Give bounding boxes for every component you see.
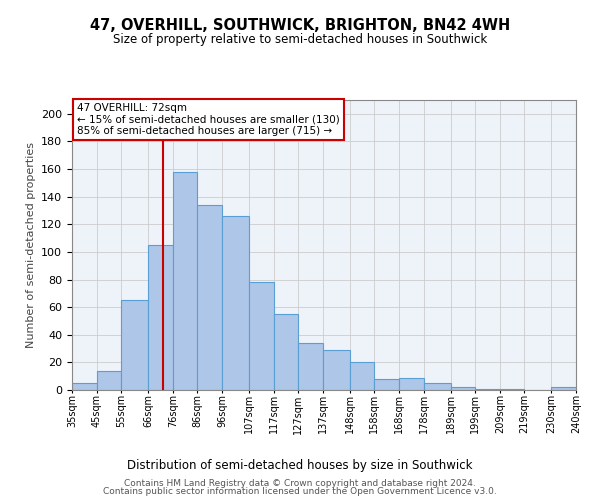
Bar [374,379,399,390]
Bar [298,343,323,390]
Bar [399,378,424,390]
Text: Distribution of semi-detached houses by size in Southwick: Distribution of semi-detached houses by … [127,460,473,472]
Bar [173,172,197,390]
Bar [72,383,97,390]
Y-axis label: Number of semi-detached properties: Number of semi-detached properties [26,142,35,348]
Text: Contains HM Land Registry data © Crown copyright and database right 2024.: Contains HM Land Registry data © Crown c… [124,478,476,488]
Bar [148,245,173,390]
Bar [274,314,298,390]
Bar [197,205,222,390]
Bar [323,350,350,390]
Text: 47 OVERHILL: 72sqm
← 15% of semi-detached houses are smaller (130)
85% of semi-d: 47 OVERHILL: 72sqm ← 15% of semi-detache… [77,103,340,136]
Bar [222,216,249,390]
Bar [451,387,475,390]
Bar [350,362,374,390]
Bar [500,388,524,390]
Text: Size of property relative to semi-detached houses in Southwick: Size of property relative to semi-detach… [113,32,487,46]
Bar [424,383,451,390]
Bar [249,282,274,390]
Bar [475,388,500,390]
Bar [551,387,576,390]
Bar [97,370,121,390]
Text: 47, OVERHILL, SOUTHWICK, BRIGHTON, BN42 4WH: 47, OVERHILL, SOUTHWICK, BRIGHTON, BN42 … [90,18,510,32]
Bar [121,300,148,390]
Text: Contains public sector information licensed under the Open Government Licence v3: Contains public sector information licen… [103,487,497,496]
